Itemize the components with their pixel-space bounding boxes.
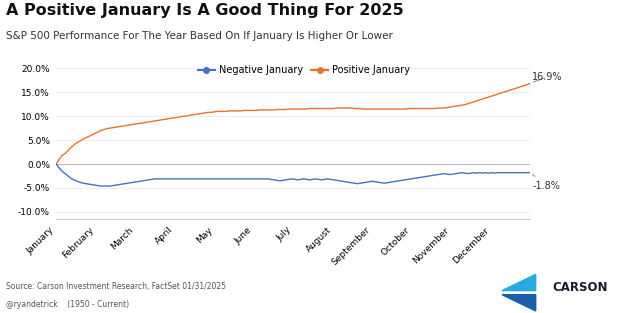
Text: A Positive January Is A Good Thing For 2025: A Positive January Is A Good Thing For 2… (6, 3, 404, 18)
Text: @ryandetrick    (1950 - Current): @ryandetrick (1950 - Current) (6, 300, 129, 310)
Text: -1.8%: -1.8% (532, 174, 560, 191)
Text: Source: Carson Investment Research, FactSet 01/31/2025: Source: Carson Investment Research, Fact… (6, 282, 227, 291)
Polygon shape (502, 274, 535, 290)
Text: 16.9%: 16.9% (532, 72, 563, 82)
Text: CARSON: CARSON (552, 281, 608, 294)
Text: S&P 500 Performance For The Year Based On If January Is Higher Or Lower: S&P 500 Performance For The Year Based O… (6, 31, 393, 41)
Legend: Negative January, Positive January: Negative January, Positive January (194, 61, 414, 79)
Polygon shape (502, 295, 535, 311)
